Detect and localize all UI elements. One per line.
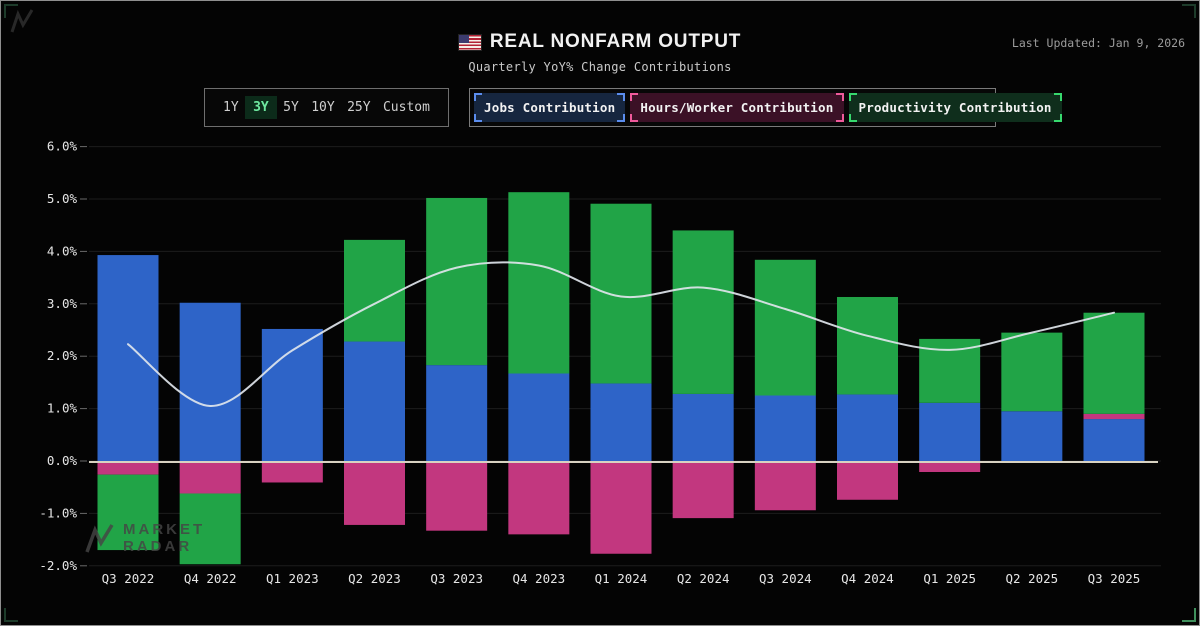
legend-label-productivity: Productivity Contribution [858, 100, 1052, 115]
subtitle-row: Quarterly YoY% Change Contributions [1, 56, 1199, 75]
range-button-5y[interactable]: 5Y [283, 100, 299, 115]
x-axis-label: Q4 2024 [841, 571, 894, 586]
x-axis-label: Q3 2025 [1088, 571, 1141, 586]
bar-segment-productivity-contribution [1083, 312, 1145, 414]
corner-accent-icon [1182, 4, 1196, 18]
bar-segment-productivity-contribution [590, 203, 652, 384]
bar-segment-jobs-contribution [837, 394, 899, 461]
legend-toggle-hours[interactable]: Hours/Worker Contribution [630, 93, 844, 122]
bracket-icon [617, 114, 626, 122]
y-axis-label: 4.0% [47, 243, 78, 258]
bar-segment-hours-worker-contribution [1083, 413, 1145, 420]
bracket-icon [474, 114, 482, 122]
x-axis-label: Q1 2023 [266, 571, 319, 586]
total-line [127, 261, 1115, 408]
bar-segment-hours-worker-contribution [837, 461, 899, 500]
bar-segment-jobs-contribution [426, 365, 488, 461]
bar-segment-jobs-contribution [590, 383, 652, 461]
x-axis-label: Q4 2022 [184, 571, 237, 586]
y-axis-label: 0.0% [47, 453, 78, 468]
bar-segment-jobs-contribution [754, 395, 816, 461]
bracket-icon [848, 93, 857, 101]
x-axis-label: Q2 2023 [348, 571, 401, 586]
y-axis-label: 3.0% [47, 296, 78, 311]
corner-accent-icon [4, 608, 18, 622]
range-button-3y[interactable]: 3Y [245, 96, 277, 119]
x-axis-label: Q1 2025 [923, 571, 976, 586]
bar-segment-hours-worker-contribution [261, 461, 323, 483]
x-axis-label: Q3 2024 [759, 571, 812, 586]
bar-segment-hours-worker-contribution [754, 461, 816, 511]
bracket-icon [1053, 93, 1062, 101]
bar-segment-productivity-contribution [426, 197, 488, 366]
y-axis-label: 6.0% [47, 139, 78, 154]
range-button-1y[interactable]: 1Y [223, 100, 239, 115]
bracket-icon [1053, 114, 1062, 122]
corner-accent-icon [4, 4, 18, 18]
legend-toggle-productivity[interactable]: Productivity Contribution [848, 93, 1062, 122]
legend-toggle-jobs[interactable]: Jobs Contribution [474, 93, 626, 122]
y-axis-label: -1.0% [39, 505, 77, 520]
time-range-selector: 1Y 3Y 5Y 10Y 25Y Custom [204, 88, 449, 127]
bar-segment-hours-worker-contribution [508, 461, 570, 535]
last-updated-label: Last Updated: Jan 9, 2026 [1011, 36, 1185, 50]
y-axis-label: 5.0% [47, 191, 78, 206]
page-title: REAL NONFARM OUTPUT [489, 31, 742, 52]
bracket-icon [848, 114, 857, 122]
range-button-10y[interactable]: 10Y [311, 100, 335, 115]
bar-segment-hours-worker-contribution [919, 461, 981, 473]
bar-segment-productivity-contribution [508, 192, 570, 374]
bracket-icon [630, 114, 639, 122]
page-subtitle: Quarterly YoY% Change Contributions [468, 60, 732, 74]
bar-segment-productivity-contribution [344, 239, 406, 342]
bracket-icon [474, 93, 482, 101]
legend-toggle-group: Jobs Contribution Hours/Worker Contribut… [469, 88, 1062, 127]
us-flag-icon [458, 34, 481, 50]
range-button-custom[interactable]: Custom [382, 100, 430, 115]
corner-accent-icon [1182, 608, 1196, 622]
header: REAL NONFARM OUTPUT [1, 31, 1199, 53]
bar-segment-productivity-contribution [179, 493, 241, 565]
bar-segment-jobs-contribution [508, 373, 570, 461]
y-axis-label: 1.0% [47, 401, 78, 416]
bar-segment-jobs-contribution [344, 341, 406, 461]
bar-segment-hours-worker-contribution [426, 461, 488, 531]
bar-segment-jobs-contribution [672, 393, 734, 461]
x-axis-label: Q1 2024 [595, 571, 648, 586]
x-axis-label: Q4 2023 [512, 571, 565, 586]
bar-segment-productivity-contribution [1001, 332, 1063, 412]
bar-segment-jobs-contribution [1083, 419, 1145, 461]
bar-segment-productivity-contribution [837, 296, 899, 395]
bracket-icon [835, 93, 844, 101]
bracket-icon [835, 114, 844, 122]
bar-segment-hours-worker-contribution [179, 461, 241, 494]
bar-segment-jobs-contribution [919, 402, 981, 461]
y-axis-label: 2.0% [47, 348, 78, 363]
legend-label-jobs: Jobs Contribution [484, 100, 616, 115]
x-axis-label: Q3 2023 [430, 571, 483, 586]
bar-segment-hours-worker-contribution [97, 461, 159, 475]
bracket-icon [630, 93, 639, 101]
bar-segment-productivity-contribution [754, 259, 816, 396]
x-axis-label: Q2 2024 [677, 571, 730, 586]
bar-segment-productivity-contribution [672, 230, 734, 394]
bar-segment-productivity-contribution [97, 474, 159, 551]
y-axis-label: -2.0% [39, 558, 77, 573]
bar-segment-hours-worker-contribution [590, 461, 652, 554]
bracket-icon [617, 93, 626, 101]
legend-label-hours: Hours/Worker Contribution [640, 100, 834, 115]
x-axis-label: Q3 2022 [102, 571, 155, 586]
bar-segment-jobs-contribution [1001, 411, 1063, 461]
faint-brand-logo-icon [10, 9, 34, 33]
x-axis-label: Q2 2025 [1005, 571, 1058, 586]
bar-segment-hours-worker-contribution [344, 461, 406, 525]
bar-segment-hours-worker-contribution [672, 461, 734, 519]
bar-segment-jobs-contribution [261, 328, 323, 461]
bar-segment-jobs-contribution [179, 302, 241, 461]
range-button-25y[interactable]: 25Y [347, 100, 371, 115]
bar-segment-jobs-contribution [97, 255, 159, 461]
